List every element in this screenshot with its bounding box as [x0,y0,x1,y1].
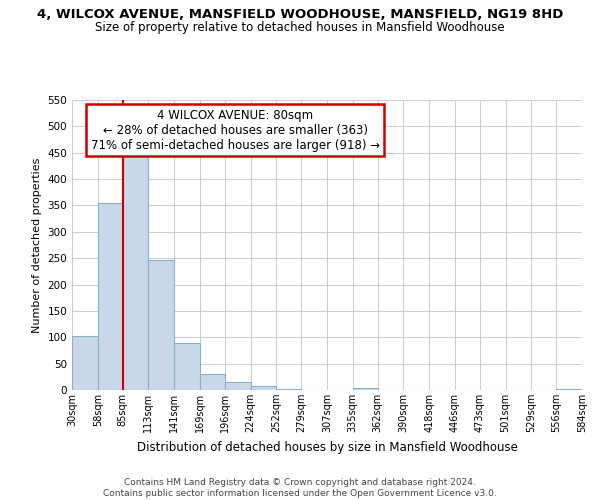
Text: 4 WILCOX AVENUE: 80sqm
← 28% of detached houses are smaller (363)
71% of semi-de: 4 WILCOX AVENUE: 80sqm ← 28% of detached… [91,108,380,152]
Text: Size of property relative to detached houses in Mansfield Woodhouse: Size of property relative to detached ho… [95,21,505,34]
Bar [148,260,174,390]
Bar [98,203,122,390]
Bar [353,388,377,390]
Y-axis label: Number of detached properties: Number of detached properties [32,158,42,332]
Bar [200,374,225,390]
Bar [251,386,277,390]
Text: Contains HM Land Registry data © Crown copyright and database right 2024.
Contai: Contains HM Land Registry data © Crown c… [103,478,497,498]
Text: 4, WILCOX AVENUE, MANSFIELD WOODHOUSE, MANSFIELD, NG19 8HD: 4, WILCOX AVENUE, MANSFIELD WOODHOUSE, M… [37,8,563,20]
Bar [72,336,98,390]
Bar [122,154,148,390]
X-axis label: Distribution of detached houses by size in Mansfield Woodhouse: Distribution of detached houses by size … [137,440,517,454]
Bar [277,389,301,390]
Bar [225,382,251,390]
Bar [174,343,200,390]
Bar [556,389,582,390]
